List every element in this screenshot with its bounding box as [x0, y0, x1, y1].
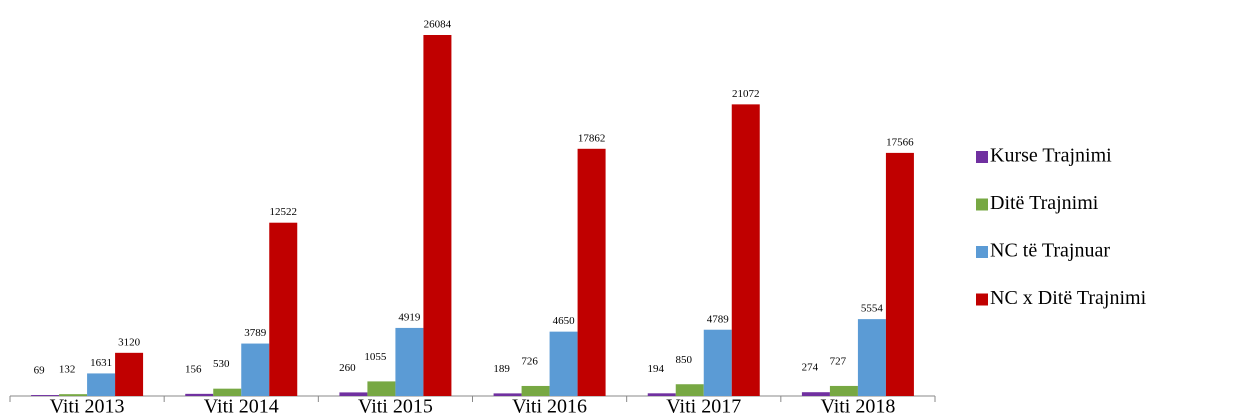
legend-swatch: [976, 151, 988, 163]
value-label: 12522: [270, 206, 298, 218]
bar: [801, 392, 830, 396]
bar: [213, 388, 242, 396]
x-tick-label: Viti 2013: [50, 396, 125, 416]
bar: [87, 373, 116, 396]
x-tick-label: Viti 2018: [820, 396, 895, 416]
legend-label: Kurse Trajnimi: [990, 145, 1112, 167]
value-label: 132: [59, 364, 76, 376]
bar: [493, 393, 522, 396]
value-label: 69: [34, 365, 46, 377]
value-label: 194: [648, 363, 665, 375]
value-label: 727: [830, 355, 847, 367]
bar: [367, 381, 396, 396]
value-label: 3120: [118, 336, 141, 348]
bar: [703, 329, 732, 396]
value-label: 260: [339, 362, 356, 374]
bar: [521, 385, 550, 396]
legend-label: Ditë Trajnimi: [990, 192, 1099, 214]
value-label: 4789: [707, 313, 730, 325]
value-label: 17566: [886, 136, 914, 148]
legend-swatch: [976, 246, 988, 258]
bar: [115, 352, 144, 396]
bar: [647, 393, 676, 396]
x-tick-label: Viti 2016: [512, 396, 587, 416]
bar: [395, 327, 424, 396]
value-label: 726: [521, 355, 538, 367]
x-tick-label: Viti 2015: [358, 396, 433, 416]
value-label: 1631: [90, 357, 112, 369]
bar: [31, 395, 60, 396]
bar: [829, 385, 858, 396]
bar: [185, 393, 214, 396]
bar: [885, 152, 914, 396]
value-label: 5554: [861, 303, 884, 315]
value-label: 530: [213, 358, 230, 370]
value-label: 1055: [364, 351, 387, 363]
value-label: 274: [802, 362, 819, 374]
value-label: 850: [676, 354, 693, 366]
bar: [423, 35, 452, 396]
x-tick-label: Viti 2014: [204, 396, 279, 416]
bar: [577, 148, 606, 396]
bar: [59, 394, 88, 396]
value-label: 21072: [732, 88, 760, 100]
bar: [339, 392, 368, 396]
value-label: 17862: [578, 132, 606, 144]
value-label: 189: [493, 363, 510, 375]
legend-swatch: [976, 293, 988, 306]
value-label: 4650: [553, 315, 576, 327]
bar: [731, 104, 760, 396]
bar: [269, 222, 298, 396]
bar: [857, 319, 886, 396]
value-label: 26084: [424, 19, 452, 31]
value-label: 3789: [244, 327, 267, 339]
value-label: 4919: [398, 311, 421, 323]
legend-swatch: [976, 198, 988, 211]
bar: [241, 343, 270, 396]
legend-label: NC të Trajnuar: [990, 240, 1110, 262]
bar: [549, 331, 578, 396]
legend-label: NC x Ditë Trajnimi: [990, 287, 1147, 309]
value-label: 156: [185, 363, 202, 375]
bar: [675, 384, 704, 396]
x-tick-label: Viti 2017: [666, 396, 741, 416]
